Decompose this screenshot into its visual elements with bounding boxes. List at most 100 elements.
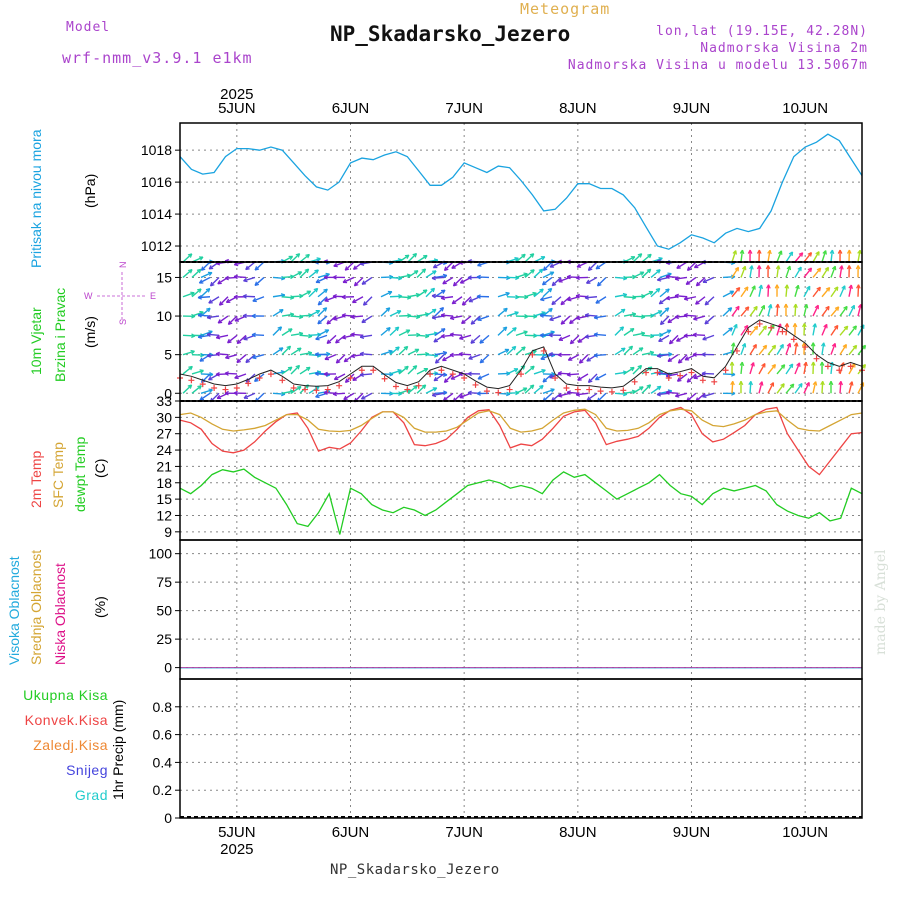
wind-arrow-head — [665, 295, 671, 301]
wind-arrow-head — [667, 357, 673, 363]
wind-arrow — [197, 296, 211, 299]
wind-arrow — [669, 334, 679, 345]
wind-arrow-head — [692, 352, 697, 357]
year-label-top: 2025 — [220, 86, 253, 103]
wind-arrow — [776, 304, 779, 317]
wind-arrow — [533, 311, 546, 317]
wind-arrow — [542, 261, 553, 271]
wind-arrow-head — [433, 338, 438, 343]
wind-arrow-head — [676, 337, 681, 342]
wind-arrow-head — [449, 352, 454, 358]
wind-arrow-head — [825, 286, 831, 292]
wind-arrow-head — [825, 305, 830, 311]
wind-arrow-head — [822, 250, 827, 255]
wind-arrow — [776, 250, 783, 263]
wind-arrow — [245, 354, 256, 364]
wind-arrow-head — [842, 343, 847, 349]
wind-arrow-head — [751, 285, 756, 290]
wind-gust-marker — [347, 374, 354, 381]
wind-arrow-head — [459, 335, 464, 340]
wind-arrow — [332, 392, 346, 395]
wind-arrow-head — [693, 263, 699, 269]
wind-arrow-head — [577, 376, 582, 381]
wind-arrow-head — [442, 273, 448, 279]
wind-arrow — [380, 327, 391, 336]
wind-arrow-head — [443, 372, 448, 378]
wind-arrow — [812, 267, 822, 278]
wind-arrow — [317, 307, 328, 317]
wind-arrow-head — [704, 320, 709, 325]
wind-arrow — [695, 296, 706, 305]
wind-arrow — [479, 354, 490, 364]
wind-arrow-head — [767, 304, 773, 309]
wind-arrow-head — [735, 286, 741, 292]
wind-arrow — [524, 269, 535, 278]
wind-arrow-head — [476, 294, 481, 299]
wind-arrow-head — [586, 396, 592, 401]
wind-arrow — [794, 362, 801, 375]
wind-arrow-head — [199, 396, 205, 401]
wind-arrow-head — [595, 299, 600, 304]
wind-arrow — [201, 373, 211, 383]
wind-arrow-head — [848, 381, 854, 386]
wind-arrow-head — [234, 317, 240, 322]
wind-arrow-head — [823, 323, 828, 329]
wind-arrow — [839, 305, 848, 317]
wind-arrow — [317, 273, 330, 279]
temp-line-1 — [179, 408, 863, 433]
wind-arrow — [533, 268, 544, 278]
wind-arrow — [398, 329, 411, 336]
wind-arrow — [767, 364, 776, 375]
wind-arrow — [749, 362, 755, 375]
wind-arrow — [659, 288, 670, 298]
wind-arrow — [281, 366, 293, 375]
wind-arrow — [785, 323, 788, 336]
wind-arrow-head — [852, 325, 857, 330]
wind-gust-marker — [631, 378, 638, 385]
wind-arrow — [767, 304, 772, 317]
wind-arrow-head — [557, 392, 563, 398]
wind-arrow — [281, 390, 294, 394]
wind-arrow-head — [439, 307, 445, 312]
wind-arrow — [659, 315, 670, 326]
wind-arrow-head — [683, 333, 688, 339]
wind-arrow-head — [514, 257, 519, 262]
wind-arrow-head — [326, 339, 332, 345]
wind-arrow — [200, 330, 213, 337]
wind-arrow-head — [461, 301, 467, 306]
wind-arrow-head — [829, 249, 835, 255]
wind-arrow — [623, 390, 636, 394]
wind-arrow-head — [594, 376, 600, 381]
temp-line-2 — [179, 468, 863, 535]
tick-label: 0 — [164, 385, 172, 401]
wind-arrow-head — [342, 278, 348, 284]
wind-arrow — [252, 353, 265, 359]
wind-arrow-head — [332, 293, 337, 299]
wind-arrow-head — [440, 295, 446, 301]
wind-arrow-head — [566, 390, 571, 395]
wind-arrow-head — [656, 353, 662, 359]
wind-arrow — [674, 295, 688, 298]
wind-arrow — [812, 286, 821, 298]
wind-arrow-head — [431, 308, 437, 314]
wind-arrow-head — [404, 365, 409, 371]
wind-arrow — [830, 306, 840, 317]
wind-arrow — [623, 327, 635, 336]
wind-arrow — [252, 296, 265, 302]
wind-arrow-head — [251, 313, 256, 319]
wind-arrow-head — [831, 265, 837, 271]
wind-arrow — [785, 265, 791, 278]
wind-arrow — [594, 315, 607, 319]
wind-arrow-head — [199, 357, 204, 362]
wind-arrow — [398, 345, 409, 356]
wind-arrow-head — [233, 294, 238, 300]
wind-arrow — [326, 334, 337, 344]
wind-gust-marker — [222, 386, 229, 393]
wind-gust-marker — [836, 367, 843, 374]
wind-arrow-head — [551, 281, 557, 287]
wind-gust-marker — [381, 375, 388, 382]
wind-arrow-head — [529, 384, 535, 390]
wind-arrow — [398, 365, 409, 375]
wind-arrow — [593, 353, 607, 357]
wind-arrow-head — [831, 342, 837, 348]
